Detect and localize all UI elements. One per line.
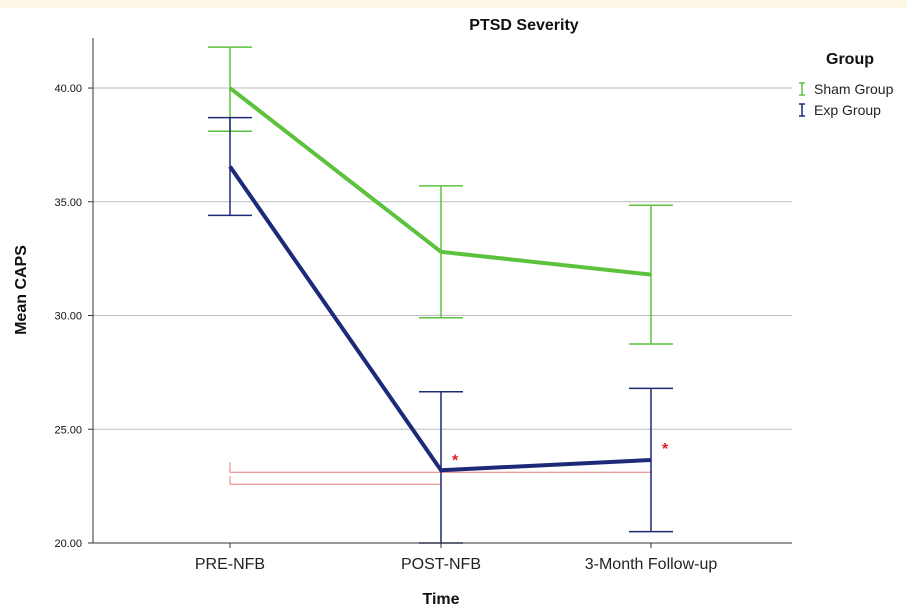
- legend-label-1: Exp Group: [814, 102, 881, 118]
- y-tick-label-1: 25.00: [54, 424, 82, 436]
- series-line-1: [228, 165, 652, 473]
- y-axis-title: Mean CAPS: [13, 245, 30, 335]
- gridlines: [93, 87, 792, 430]
- series-sham-group: [208, 46, 673, 345]
- x-tick-label-2: 3-Month Follow-up: [585, 556, 718, 573]
- bracket-pre-to-post: [229, 476, 442, 485]
- y-tick-label-4: 40.00: [54, 83, 82, 95]
- series-layer: [208, 46, 673, 544]
- x-axis-ticks: PRE-NFB POST-NFB 3-Month Follow-up: [195, 543, 717, 573]
- series-line-0: [228, 86, 652, 277]
- axes: [92, 38, 792, 544]
- y-tick-label-2: 30.00: [54, 311, 82, 323]
- y-axis-ticks: 20.00 25.00 30.00 35.00 40.00: [54, 83, 93, 550]
- top-band: [0, 0, 907, 8]
- x-axis-title: Time: [422, 591, 459, 608]
- x-tick-label-1: POST-NFB: [401, 556, 481, 573]
- x-tick-label-0: PRE-NFB: [195, 556, 265, 573]
- annotations: **: [452, 441, 669, 469]
- legend: Group Sham Group Exp Group: [799, 51, 894, 118]
- significance-marker-0: *: [452, 452, 459, 469]
- y-tick-label-0: 20.00: [54, 538, 82, 550]
- significance-marker-1: *: [662, 441, 669, 458]
- legend-label-0: Sham Group: [814, 81, 894, 97]
- series-exp-group: [208, 116, 673, 544]
- legend-title: Group: [826, 51, 874, 68]
- y-tick-label-3: 35.00: [54, 197, 82, 209]
- chart-title: PTSD Severity: [469, 17, 578, 34]
